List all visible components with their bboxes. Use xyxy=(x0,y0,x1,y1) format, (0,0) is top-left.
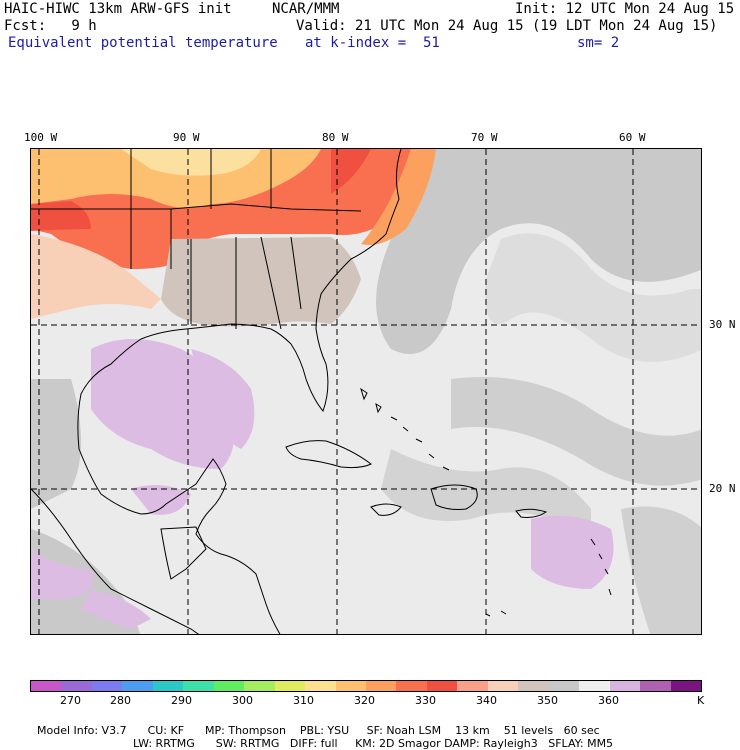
colorbar-swatch-12 xyxy=(396,681,427,691)
mp-scheme: MP: Thompson xyxy=(205,724,286,737)
forecast-hour: Fcst: 9 h xyxy=(4,18,97,34)
colorbar-tick-280: 280 xyxy=(110,694,131,707)
colorbar-swatch-6 xyxy=(213,681,245,691)
colorbar-tick-330: 330 xyxy=(415,694,436,707)
colorbar-tick-360: 360 xyxy=(598,694,619,707)
model-title: HAIC-HIWC 13km ARW-GFS init xyxy=(4,1,232,17)
valid-time: Valid: 21 UTC Mon 24 Aug 15 (19 LDT Mon … xyxy=(296,18,718,34)
level-index: at k-index = 51 xyxy=(305,35,440,51)
colorbar-tick-310: 310 xyxy=(293,694,314,707)
timestep: 60 sec xyxy=(563,724,600,737)
colorbar-swatch-20 xyxy=(640,681,671,691)
southeast-tan xyxy=(161,237,361,327)
colorbar-tick-340: 340 xyxy=(476,694,497,707)
colorbar-swatch-7 xyxy=(244,681,275,691)
lesser-antilles-islands xyxy=(485,538,612,617)
yucatan-lavender xyxy=(131,485,191,515)
lon-label-90w: 90 W xyxy=(173,131,200,144)
model-version: Model Info: V3.7 xyxy=(37,724,127,737)
lat-label-20n: 20 N xyxy=(709,482,736,495)
colorbar-swatch-19 xyxy=(609,681,641,691)
colorbar-swatch-14 xyxy=(457,681,488,691)
warm-region-orange xyxy=(31,149,321,208)
gulf-coastline xyxy=(77,149,402,634)
colorbar-swatch-9 xyxy=(305,681,336,691)
colorbar-unit: K xyxy=(697,694,705,707)
km-scheme: KM: 2D Smagor xyxy=(355,737,441,750)
sw-scheme: SW: RRTMG xyxy=(215,737,280,750)
atlantic-band-4 xyxy=(621,506,701,634)
cu-scheme: CU: KF xyxy=(147,724,185,737)
graticule xyxy=(31,149,701,634)
lon-label-60w: 60 W xyxy=(619,131,646,144)
colorbar-tick-300: 300 xyxy=(232,694,253,707)
colorbar-tick-320: 320 xyxy=(354,694,375,707)
puerto-rico-outline xyxy=(515,508,548,518)
colorbar-tick-290: 290 xyxy=(171,694,192,707)
colorbar-swatch-2 xyxy=(91,681,123,691)
lon-label-70w: 70 W xyxy=(471,131,498,144)
mexico-pacific-coast xyxy=(31,488,200,634)
colorbar xyxy=(30,680,702,692)
colorbar-swatch-4 xyxy=(152,681,184,691)
colorbar-swatch-0 xyxy=(31,681,62,691)
theta-e-map xyxy=(30,148,702,635)
caribbean-lavender xyxy=(531,515,614,589)
colorbar-swatch-5 xyxy=(183,681,214,691)
atlantic-gray-band xyxy=(376,149,701,354)
smoothing-label: sm= 2 xyxy=(577,35,620,51)
jamaica-outline xyxy=(370,503,402,516)
map-canvas xyxy=(31,149,701,634)
lon-label-100w: 100 W xyxy=(24,131,58,144)
gulf-lavender-2 xyxy=(191,349,255,449)
colorbar-swatch-11 xyxy=(365,681,397,691)
coastlines xyxy=(31,149,548,634)
org-label: NCAR/MMM xyxy=(272,1,340,17)
field-name: Equivalent potential temperature xyxy=(8,35,278,51)
warm-region-yellow xyxy=(121,149,261,176)
ohio-valley-red xyxy=(331,149,371,194)
hispaniola-outline xyxy=(430,484,478,510)
colorbar-swatch-10 xyxy=(335,681,366,691)
atlantic-band-2 xyxy=(451,377,701,486)
model-info-line-1: Model Info: V3.7 CU: KF MP: Thompson PBL… xyxy=(30,711,600,737)
pbl-scheme: PBL: YSU xyxy=(299,724,350,737)
init-time: Init: 12 UTC Mon 24 Aug 15 xyxy=(515,1,735,17)
colorbar-swatch-13 xyxy=(426,681,458,691)
pacific-lavender xyxy=(31,549,94,599)
resolution: 13 km xyxy=(455,724,490,737)
damp-scheme: DAMP: Rayleigh3 xyxy=(444,737,538,750)
colorbar-swatch-17 xyxy=(548,681,580,691)
colorbar-tick-350: 350 xyxy=(537,694,558,707)
lat-label-30n: 30 N xyxy=(709,318,736,331)
state-borders xyxy=(31,149,362,330)
sflay-scheme: SFLAY: MM5 xyxy=(548,737,614,750)
plains-peach xyxy=(31,234,161,319)
colorbar-swatch-18 xyxy=(579,681,610,691)
colorbar-tick-270: 270 xyxy=(60,694,81,707)
islands xyxy=(360,387,612,617)
colorbar-swatch-1 xyxy=(61,681,92,691)
colorbar-swatch-3 xyxy=(122,681,153,691)
bahamas-islands xyxy=(360,387,450,471)
sf-scheme: SF: Noah LSM xyxy=(366,724,442,737)
model-info-line-2: LW: RRTMG SW: RRTMG DIFF: full KM: 2D Sm… xyxy=(126,724,613,750)
colorbar-swatch-21 xyxy=(670,681,701,691)
levels: 51 levels xyxy=(503,724,554,737)
texas-gray xyxy=(31,379,81,509)
central-am-lavender xyxy=(81,589,151,629)
belize-guatemala-border xyxy=(160,526,207,580)
colorbar-swatch-8 xyxy=(274,681,306,691)
cuba-outline xyxy=(285,440,372,469)
lon-label-80w: 80 W xyxy=(322,131,349,144)
diff-scheme: DIFF: full xyxy=(289,737,338,750)
colorbar-swatch-15 xyxy=(487,681,519,691)
atlantic-light-swirl xyxy=(485,233,701,362)
colorbar-swatch-16 xyxy=(518,681,549,691)
lw-scheme: LW: RRTMG xyxy=(133,737,195,750)
